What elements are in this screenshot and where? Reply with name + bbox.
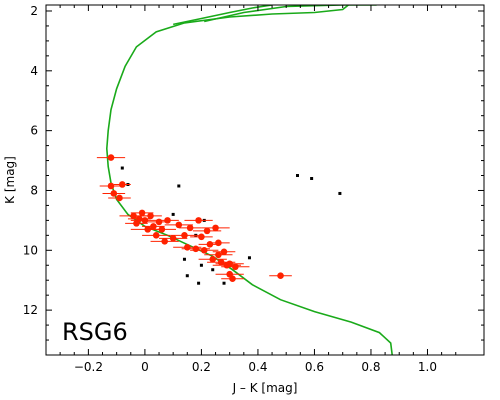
field-star-point xyxy=(182,257,186,261)
member-star-point xyxy=(226,260,233,268)
member-star-point xyxy=(116,194,123,202)
member-star-point xyxy=(169,235,177,242)
member-star-point xyxy=(186,224,194,232)
member-star-point xyxy=(195,217,202,224)
field-star-point xyxy=(310,177,314,181)
member-star-point xyxy=(138,209,146,217)
x-axis-label: J – K [mag] xyxy=(232,381,298,395)
y-tick-label: 4 xyxy=(30,64,38,78)
member-star-point xyxy=(135,215,143,223)
x-tick-label: 0 xyxy=(141,360,149,374)
member-star-point xyxy=(152,232,160,239)
x-tick-label: 0.8 xyxy=(361,360,380,374)
member-star-point xyxy=(217,258,225,266)
member-star-point xyxy=(147,212,154,220)
member-star-point xyxy=(130,212,137,220)
cluster-annotation: RSG6 xyxy=(62,318,128,346)
plot-frame xyxy=(45,4,485,356)
member-star-point xyxy=(175,221,183,229)
x-tick-label: 0.6 xyxy=(305,360,324,374)
y-tick-label: 2 xyxy=(30,4,38,18)
isochrone-curve xyxy=(105,5,393,355)
plot-area xyxy=(96,5,393,355)
member-star-point xyxy=(229,275,236,283)
y-tick-label: 8 xyxy=(30,183,38,197)
member-star-point xyxy=(155,218,163,226)
member-star-point xyxy=(220,248,228,256)
member-star-point xyxy=(203,227,211,235)
x-tick-label: 0.4 xyxy=(248,360,267,374)
y-tick-label: 12 xyxy=(23,303,38,317)
y-tick-label: 6 xyxy=(30,124,38,138)
field-star-point xyxy=(247,256,251,260)
member-star-point xyxy=(107,154,115,161)
field-star-point xyxy=(338,191,342,195)
member-star-point xyxy=(107,182,115,190)
field-star-point xyxy=(185,274,189,278)
isochrone-curve xyxy=(173,5,273,26)
member-star-point xyxy=(232,263,239,271)
member-star-point xyxy=(181,232,188,239)
x-tick-label: 0.2 xyxy=(192,360,211,374)
member-star-point xyxy=(215,239,222,247)
member-star-point xyxy=(164,217,171,224)
member-star-point xyxy=(118,181,126,188)
member-star-point xyxy=(212,224,219,232)
field-star-point xyxy=(211,268,215,272)
y-tick-label: 10 xyxy=(23,243,38,257)
field-star-point xyxy=(120,166,124,170)
field-star-point xyxy=(177,184,181,188)
member-star-point xyxy=(200,246,208,254)
member-star-point xyxy=(183,244,191,251)
member-star-point xyxy=(150,223,157,230)
member-star-point xyxy=(110,190,118,197)
member-star-point xyxy=(144,226,152,233)
y-axis-label: K [mag] xyxy=(3,156,17,204)
member-star-point xyxy=(141,217,149,224)
member-star-point xyxy=(215,251,222,259)
field-star-point xyxy=(199,263,203,267)
x-tick-label: 1.0 xyxy=(418,360,437,374)
field-star-point xyxy=(222,281,226,285)
x-tick-label: −0.2 xyxy=(74,360,103,374)
field-star-point xyxy=(171,212,175,216)
member-star-point xyxy=(192,245,200,253)
member-star-point xyxy=(206,241,214,248)
member-star-point xyxy=(209,255,217,263)
member-star-point xyxy=(277,272,284,280)
member-star-point xyxy=(158,226,166,233)
field-star-point xyxy=(295,174,299,178)
field-star-point xyxy=(197,281,201,285)
member-star-point xyxy=(161,238,168,245)
member-star-point xyxy=(198,233,205,241)
